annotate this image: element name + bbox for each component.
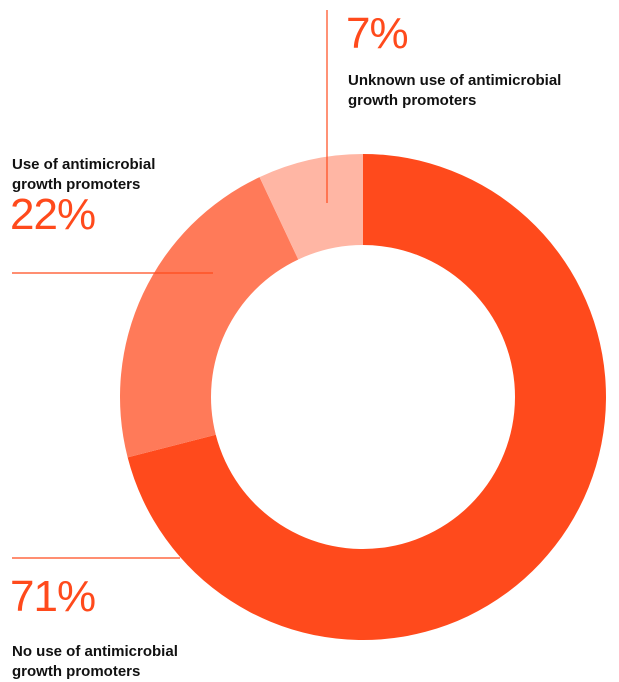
leader-lines [12,10,328,559]
percent-label-unknown: 7% [346,9,409,58]
slice-label-unknown-line-1: Unknown use of antimicrobial [348,72,562,89]
donut-slices [119,154,607,640]
slice-label-unknown: Unknown use of antimicrobial growth prom… [348,71,588,111]
slice-label-unknown-line-2: growth promoters [348,92,477,109]
slice-label-no-use-line-1: No use of antimicrobial [12,643,178,660]
slice-label-use-line-1: Use of antimicrobial [12,156,156,173]
donut-slice-unknown [259,154,363,260]
slice-label-no-use: No use of antimicrobial growth promoters [12,642,252,682]
donut-slice-use [119,177,299,458]
donut-slice-no_use [127,154,607,640]
slice-label-use: Use of antimicrobial growth promoters [12,155,252,195]
slice-label-use-line-2: growth promoters [12,176,141,193]
percent-label-use: 22% [10,190,96,239]
percent-label-no-use: 71% [10,572,96,621]
slice-label-no-use-line-2: growth promoters [12,663,141,680]
